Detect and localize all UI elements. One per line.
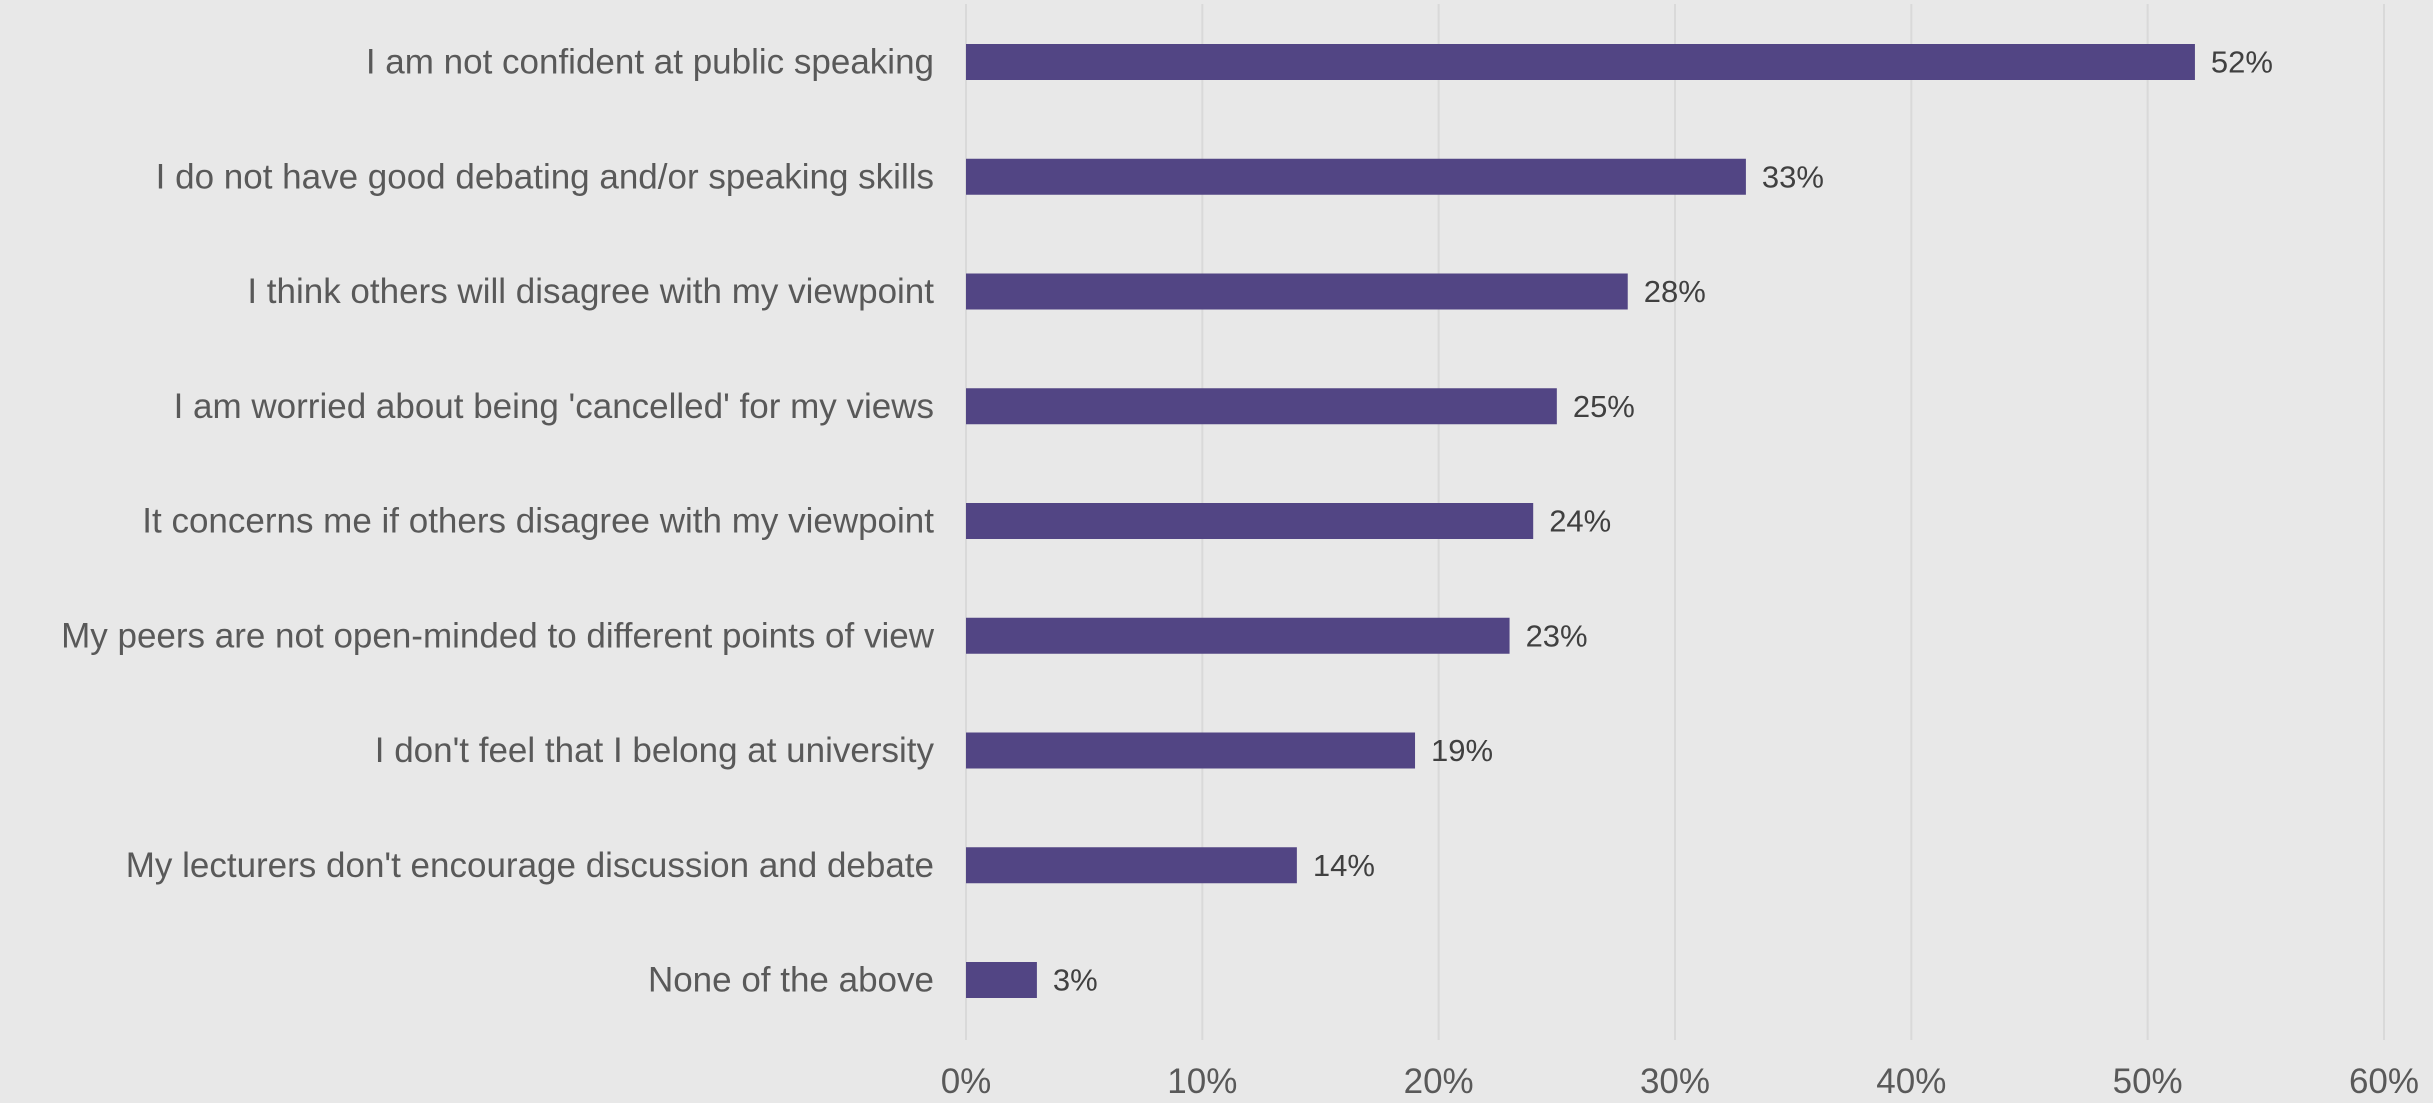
bar [966, 847, 1297, 884]
data-label: 28% [1644, 274, 1706, 309]
category-label: I am worried about being 'cancelled' for… [174, 387, 934, 426]
data-label: 25% [1573, 389, 1635, 424]
bar [966, 962, 1037, 998]
data-label: 23% [1526, 618, 1588, 653]
data-label: 14% [1313, 848, 1375, 883]
data-label: 3% [1053, 963, 1098, 998]
data-label: 24% [1549, 504, 1611, 539]
x-tick-label: 60% [2349, 1062, 2419, 1101]
data-label: 52% [2211, 45, 2273, 80]
x-tick-label: 20% [1404, 1062, 1474, 1101]
bar [966, 617, 1510, 654]
bar [966, 732, 1416, 769]
bars [966, 44, 2195, 998]
x-tick-label: 40% [1876, 1062, 1946, 1101]
category-label: I think others will disagree with my vie… [247, 272, 934, 311]
category-label: I don't feel that I belong at university [375, 731, 935, 770]
data-label: 19% [1431, 733, 1493, 768]
x-axis-tick-labels: 0% 10% 20% 30% 40% 50% 60% [941, 1062, 2419, 1101]
x-tick-label: 0% [941, 1062, 992, 1101]
x-tick-label: 30% [1640, 1062, 1710, 1101]
bar [966, 158, 1746, 195]
bar [966, 273, 1628, 310]
data-labels: 52% 33% 28% 25% 24% 23% 19% 14% 3% [1053, 45, 2273, 998]
bar [966, 44, 2195, 80]
category-label: It concerns me if others disagree with m… [142, 502, 934, 541]
category-label: None of the above [648, 961, 934, 1000]
x-tick-label: 10% [1167, 1062, 1237, 1101]
bar [966, 388, 1557, 425]
category-label: My peers are not open-minded to differen… [61, 616, 935, 655]
category-label: I am not confident at public speaking [366, 43, 934, 82]
category-label: My lecturers don't encourage discussion … [126, 846, 934, 885]
category-labels: I am not confident at public speaking I d… [61, 43, 935, 1000]
data-label: 33% [1762, 159, 1824, 194]
category-label: I do not have good debating and/or speak… [156, 157, 934, 196]
x-tick-label: 50% [2113, 1062, 2183, 1101]
bar [966, 503, 1534, 539]
